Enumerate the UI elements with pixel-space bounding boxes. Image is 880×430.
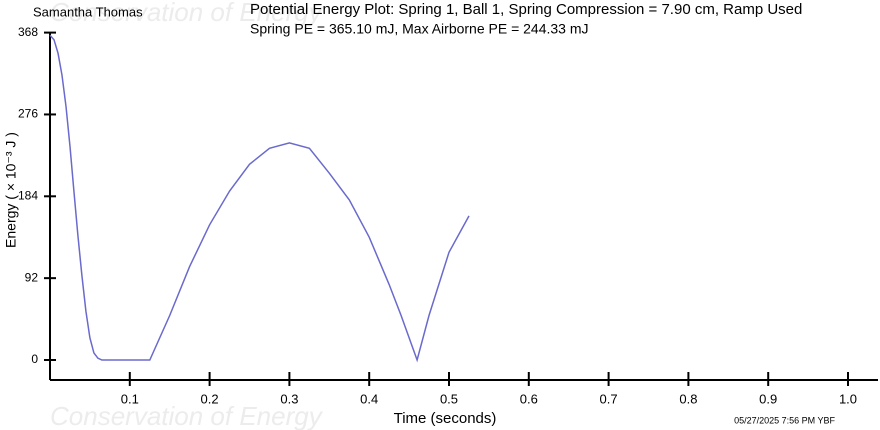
x-tick-label: 0.6 xyxy=(520,391,538,406)
y-tick-label: 0 xyxy=(31,352,38,366)
footer: 05/27/2025 7:56 PM YBF xyxy=(734,415,835,425)
x-tick-label: 0.1 xyxy=(121,391,139,406)
watermark: Conservation of Energy xyxy=(50,401,324,430)
student-name: Samantha Thomas xyxy=(33,4,143,19)
y-tick-label: 184 xyxy=(18,188,38,202)
x-tick-label: 0.5 xyxy=(440,391,458,406)
chart-subtitle: Spring PE = 365.10 mJ, Max Airborne PE =… xyxy=(250,21,589,37)
x-tick-label: 1.0 xyxy=(839,391,857,406)
x-axis-label: Time (seconds) xyxy=(394,410,497,427)
x-tick-label: 0.4 xyxy=(360,391,378,406)
x-tick-label: 0.2 xyxy=(201,391,219,406)
chart-title: Potential Energy Plot: Spring 1, Ball 1,… xyxy=(250,1,802,18)
y-tick-label: 276 xyxy=(18,107,38,121)
data-line xyxy=(49,34,470,363)
x-tick-label: 0.8 xyxy=(679,391,697,406)
y-axis-label: Energy ( × 10⁻³ J ) xyxy=(3,132,19,248)
x-tick-label: 0.7 xyxy=(600,391,618,406)
x-tick-label: 0.9 xyxy=(759,391,777,406)
x-tick-label: 0.3 xyxy=(280,391,298,406)
y-tick-label: 368 xyxy=(18,25,38,39)
watermark: Conservation of Energy xyxy=(50,0,324,27)
y-tick-label: 92 xyxy=(25,270,39,284)
